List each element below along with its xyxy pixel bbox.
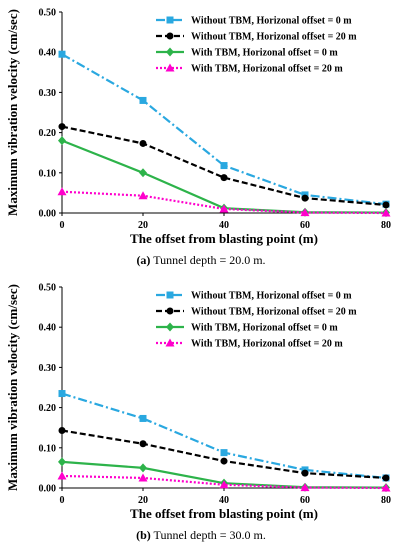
chart-a-x-tick-label: 0 [60,220,65,231]
chart-a-series-3-point [58,136,66,146]
chart-b-series-2-point [220,457,228,465]
chart-b-svg: 0.00 0.10 0.20 0.30 0.40 0.50 0 20 40 60 80 The off… [5,283,391,522]
chart-a-series-4-point [57,187,67,196]
chart-b-series-4-point [57,471,67,480]
chart-panel-a: 0.00 0.10 0.20 0.30 0.40 0.50 0 20 40 60 80 The off… [0,8,402,268]
chart-a-series-2-point [220,174,228,182]
chart-b-x-tick-label: 80 [381,495,391,506]
chart-b-x-tick-label: 0 [60,495,65,506]
chart-a-caption-text: Tunnel depth = 20.0 m. [150,253,266,267]
chart-a-caption: (a) Tunnel depth = 20.0 m. [0,253,402,268]
chart-a-series-1-point [139,96,147,104]
chart-b-y-tick-label: 0.20 [39,403,57,414]
chart-a-caption-label: (a) [136,253,151,267]
chart-b-caption-label: (b) [136,528,151,542]
chart-b-series-4-point [219,480,229,489]
chart-b-legend-label: With TBM, Horizonal offset = 20 m [191,339,343,350]
chart-a-legend-label: With TBM, Horizonal offset = 0 m [191,48,338,59]
chart-b-x-tick-label: 40 [219,495,229,506]
chart-b-series-3-point [139,463,147,473]
chart-b-legend-label: With TBM, Horizonal offset = 0 m [191,323,338,334]
chart-a-legend-label: Without TBM, Horizonal offset = 20 m [191,32,357,43]
chart-b-y-tick-label: 0.00 [39,484,57,495]
chart-b-series-1-point [139,414,147,422]
chart-a-x-tick-label: 20 [138,220,148,231]
chart-a-x-tick-label: 60 [300,220,310,231]
chart-a-legend-label: Without TBM, Horizonal offset = 0 m [191,16,352,27]
chart-b-series-2-point [301,469,309,477]
chart-b-caption-text: Tunnel depth = 30.0 m. [150,528,266,542]
chart-b-caption: (b) Tunnel depth = 30.0 m. [0,528,402,543]
chart-b-legend-swatch-marker [166,307,174,315]
chart-a-legend-swatch-marker [166,32,174,40]
chart-b-legend-label: Without TBM, Horizonal offset = 0 m [191,291,352,302]
chart-a-series-1-line [61,53,387,206]
chart-panel-b: 0.00 0.10 0.20 0.30 0.40 0.50 0 20 40 60 80 The off… [0,275,402,550]
chart-b-x-tick-label: 20 [138,495,148,506]
chart-a-series-2-line [61,125,387,207]
chart-b-series-3-point [58,457,66,467]
chart-a-y-tick-label: 0.40 [39,48,57,59]
chart-a-legend-swatch-marker [165,63,175,72]
chart-b-legend-swatch-marker [166,322,174,332]
chart-a-y-tick-label: 0.20 [39,128,57,139]
chart-a-series-4-point [138,191,148,200]
chart-b-legend-swatch-marker [165,338,175,347]
chart-b-series-4-point [138,473,148,482]
chart-a-series-4-point [381,208,391,217]
chart-a-series-4-point [300,208,310,217]
chart-b-y-axis-title: Maximum vibration velocity (cm/sec) [5,284,20,491]
chart-a-y-tick-label: 0.00 [39,209,57,220]
chart-a-y-axis-title: Maximum vibration velocity (cm/sec) [5,9,20,216]
chart-a-series-2-point [58,123,66,131]
chart-a-series-1-point [58,50,66,58]
chart-a-series-1-point [220,162,228,170]
chart-a-x-tick-label: 80 [381,220,391,231]
chart-b-series-4-point [381,483,391,492]
chart-a-legend-label: With TBM, Horizonal offset = 20 m [191,64,343,75]
chart-a-legend-swatch-marker [166,47,174,57]
chart-b-y-tick-label: 0.50 [39,283,57,294]
chart-b-legend-label: Without TBM, Horizonal offset = 20 m [191,307,357,318]
chart-b-series-2-point [382,474,390,482]
chart-a-legend-swatch-marker [166,16,174,24]
chart-a-series-4-point [219,204,229,213]
chart-b-x-tick-label: 60 [300,495,310,506]
chart-b-series-4-point [300,483,310,492]
chart-b-series-1-point [58,390,66,398]
chart-b-legend-swatch-marker [166,291,174,299]
chart-a-x-axis-title: The offset from blasting point (m) [130,231,318,246]
chart-b-x-axis-title: The offset from blasting point (m) [130,506,318,521]
chart-a-y-tick-label: 0.10 [39,168,57,179]
chart-a-series-3-point [139,168,147,178]
chart-b-y-tick-label: 0.10 [39,443,57,454]
chart-b-y-tick-label: 0.30 [39,363,57,374]
chart-a-y-tick-label: 0.50 [39,8,57,19]
chart-a-x-tick-label: 40 [219,220,229,231]
chart-a-y-tick-label: 0.30 [39,88,57,99]
chart-b-y-tick-label: 0.40 [39,323,57,334]
chart-b-series-2-point [58,427,66,435]
chart-b-series-1-point [220,449,228,457]
chart-a-svg: 0.00 0.10 0.20 0.30 0.40 0.50 0 20 40 60 80 The off… [5,8,391,247]
chart-a-series-2-point [301,194,309,202]
chart-b-series-2-point [139,440,147,448]
chart-a-series-2-point [139,139,147,147]
chart-a-series-2-point [382,201,390,209]
